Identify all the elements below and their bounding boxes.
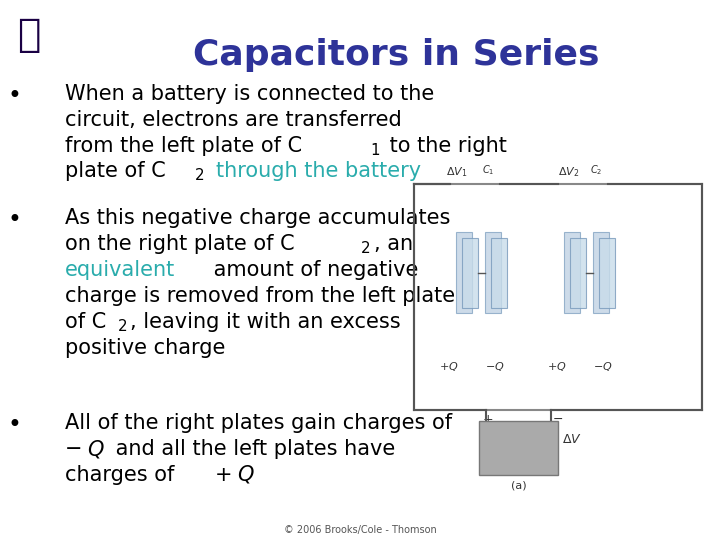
Text: , an: , an xyxy=(374,234,413,254)
Text: plate of C: plate of C xyxy=(65,161,166,181)
FancyBboxPatch shape xyxy=(599,238,615,308)
Bar xyxy=(414,184,702,410)
FancyBboxPatch shape xyxy=(564,232,580,313)
Text: 🦎: 🦎 xyxy=(17,16,40,54)
Text: charges of: charges of xyxy=(65,465,181,485)
FancyBboxPatch shape xyxy=(462,238,478,308)
FancyBboxPatch shape xyxy=(570,238,586,308)
Text: of C: of C xyxy=(65,312,106,332)
Text: •: • xyxy=(8,208,22,232)
Text: $C_2$: $C_2$ xyxy=(590,163,603,177)
Text: $\Delta V_2$: $\Delta V_2$ xyxy=(558,165,580,179)
Text: , leaving it with an excess: , leaving it with an excess xyxy=(130,312,401,332)
Text: •: • xyxy=(8,413,22,437)
Text: 2: 2 xyxy=(118,319,127,334)
FancyBboxPatch shape xyxy=(456,232,472,313)
Text: $-Q$: $-Q$ xyxy=(593,360,612,373)
Text: © 2006 Brooks/Cole - Thomson: © 2006 Brooks/Cole - Thomson xyxy=(284,524,436,535)
Text: $\Delta V_1$: $\Delta V_1$ xyxy=(446,165,468,179)
Text: from the left plate of C: from the left plate of C xyxy=(65,136,302,156)
Text: and all the left plates have: and all the left plates have xyxy=(109,439,395,459)
Text: (a): (a) xyxy=(510,481,526,491)
Text: $+Q$: $+Q$ xyxy=(547,360,567,373)
Text: $+Q$: $+Q$ xyxy=(439,360,459,373)
Text: positive charge: positive charge xyxy=(65,338,225,357)
Text: equivalent: equivalent xyxy=(65,260,175,280)
Text: Q: Q xyxy=(237,465,253,485)
Text: charge is removed from the left plate: charge is removed from the left plate xyxy=(65,286,455,306)
FancyBboxPatch shape xyxy=(491,238,507,308)
Text: −: − xyxy=(65,439,82,459)
Text: $C_1$: $C_1$ xyxy=(482,163,495,177)
Text: 2: 2 xyxy=(361,241,371,256)
Text: +: + xyxy=(482,413,493,426)
Text: circuit, electrons are transferred: circuit, electrons are transferred xyxy=(65,110,402,130)
Text: through the battery: through the battery xyxy=(216,161,421,181)
Text: •: • xyxy=(8,84,22,107)
Bar xyxy=(479,421,558,475)
Text: $\Delta V$: $\Delta V$ xyxy=(562,433,582,446)
Text: +: + xyxy=(215,465,232,485)
Text: Q: Q xyxy=(87,439,104,459)
Text: −: − xyxy=(552,413,563,426)
Text: 2: 2 xyxy=(195,168,204,184)
Text: All of the right plates gain charges of: All of the right plates gain charges of xyxy=(65,413,452,433)
Text: on the right plate of C: on the right plate of C xyxy=(65,234,294,254)
Text: $-Q$: $-Q$ xyxy=(485,360,504,373)
Text: 1: 1 xyxy=(371,143,380,158)
Text: As this negative charge accumulates: As this negative charge accumulates xyxy=(65,208,450,228)
Text: When a battery is connected to the: When a battery is connected to the xyxy=(65,84,434,104)
Text: to the right: to the right xyxy=(383,136,507,156)
Text: Capacitors in Series: Capacitors in Series xyxy=(193,38,599,72)
Text: amount of negative: amount of negative xyxy=(207,260,418,280)
FancyBboxPatch shape xyxy=(593,232,609,313)
FancyBboxPatch shape xyxy=(485,232,501,313)
